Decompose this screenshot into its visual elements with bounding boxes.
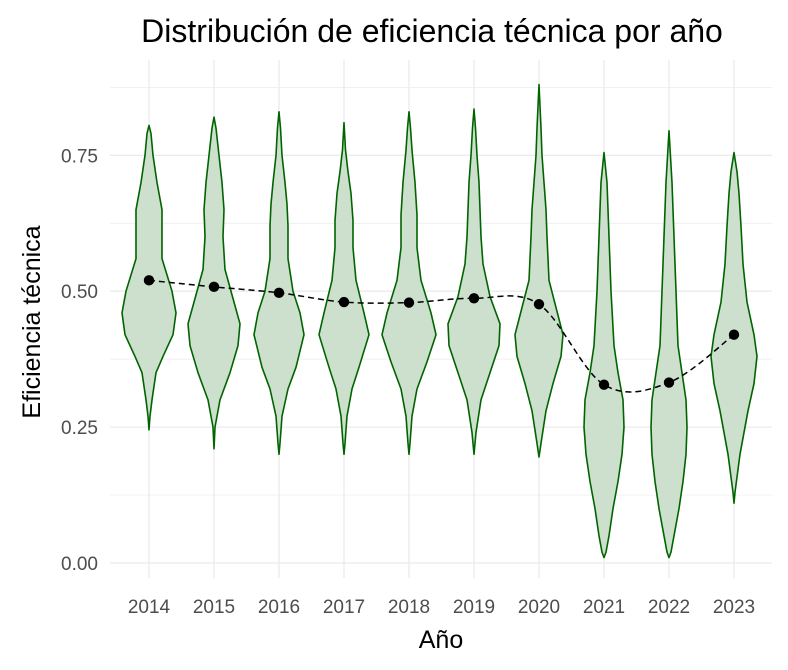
y-tick-label: 0.25 bbox=[61, 418, 98, 439]
violin-2021 bbox=[583, 151, 625, 559]
x-tick-label: 2021 bbox=[583, 597, 625, 618]
x-tick-label: 2017 bbox=[323, 597, 365, 618]
x-tick-label: 2023 bbox=[713, 597, 755, 618]
mean-point-2019 bbox=[468, 293, 480, 304]
mean-point-2016 bbox=[273, 287, 285, 299]
violin-2022 bbox=[650, 130, 688, 559]
mean-point-2022 bbox=[663, 377, 675, 388]
mean-point-2017 bbox=[338, 296, 350, 308]
x-tick-label: 2022 bbox=[648, 597, 690, 618]
mean-point-2015 bbox=[208, 281, 220, 293]
y-tick-label: 0.75 bbox=[61, 146, 98, 167]
violin-2019 bbox=[447, 108, 501, 456]
mean-point-2021 bbox=[598, 379, 610, 390]
x-tick-label: 2015 bbox=[193, 597, 235, 618]
x-tick-label: 2014 bbox=[128, 597, 171, 618]
y-tick-label: 0.50 bbox=[61, 282, 98, 303]
mean-point-2020 bbox=[533, 299, 545, 310]
y-axis-title: Eficiencia técnica bbox=[18, 225, 46, 418]
x-tick-labels: 2014 2015 2016 2017 2018 2019 2020 2021 2022 2023 bbox=[128, 597, 755, 618]
x-axis-title: Año bbox=[419, 626, 463, 654]
violin-2023 bbox=[710, 151, 758, 504]
violin-2017 bbox=[318, 121, 370, 456]
violin-2018 bbox=[381, 111, 437, 456]
x-tick-label: 2020 bbox=[518, 597, 560, 618]
mean-point-2014 bbox=[143, 275, 155, 286]
mean-trend-line bbox=[148, 279, 735, 393]
x-tick-label: 2016 bbox=[258, 597, 300, 618]
mean-point-2018 bbox=[403, 297, 415, 308]
mean-trend bbox=[143, 275, 740, 393]
x-tick-label: 2018 bbox=[388, 597, 430, 618]
y-tick-labels: 0.00 0.25 0.50 0.75 bbox=[61, 146, 98, 575]
mean-point-2023 bbox=[728, 329, 740, 340]
x-tick-label: 2019 bbox=[453, 597, 495, 618]
y-tick-label: 0.00 bbox=[61, 554, 98, 575]
violin-2016 bbox=[253, 111, 305, 456]
chart-title: Distribución de eficiencia técnica por a… bbox=[141, 13, 723, 49]
violin-2020 bbox=[514, 83, 564, 458]
